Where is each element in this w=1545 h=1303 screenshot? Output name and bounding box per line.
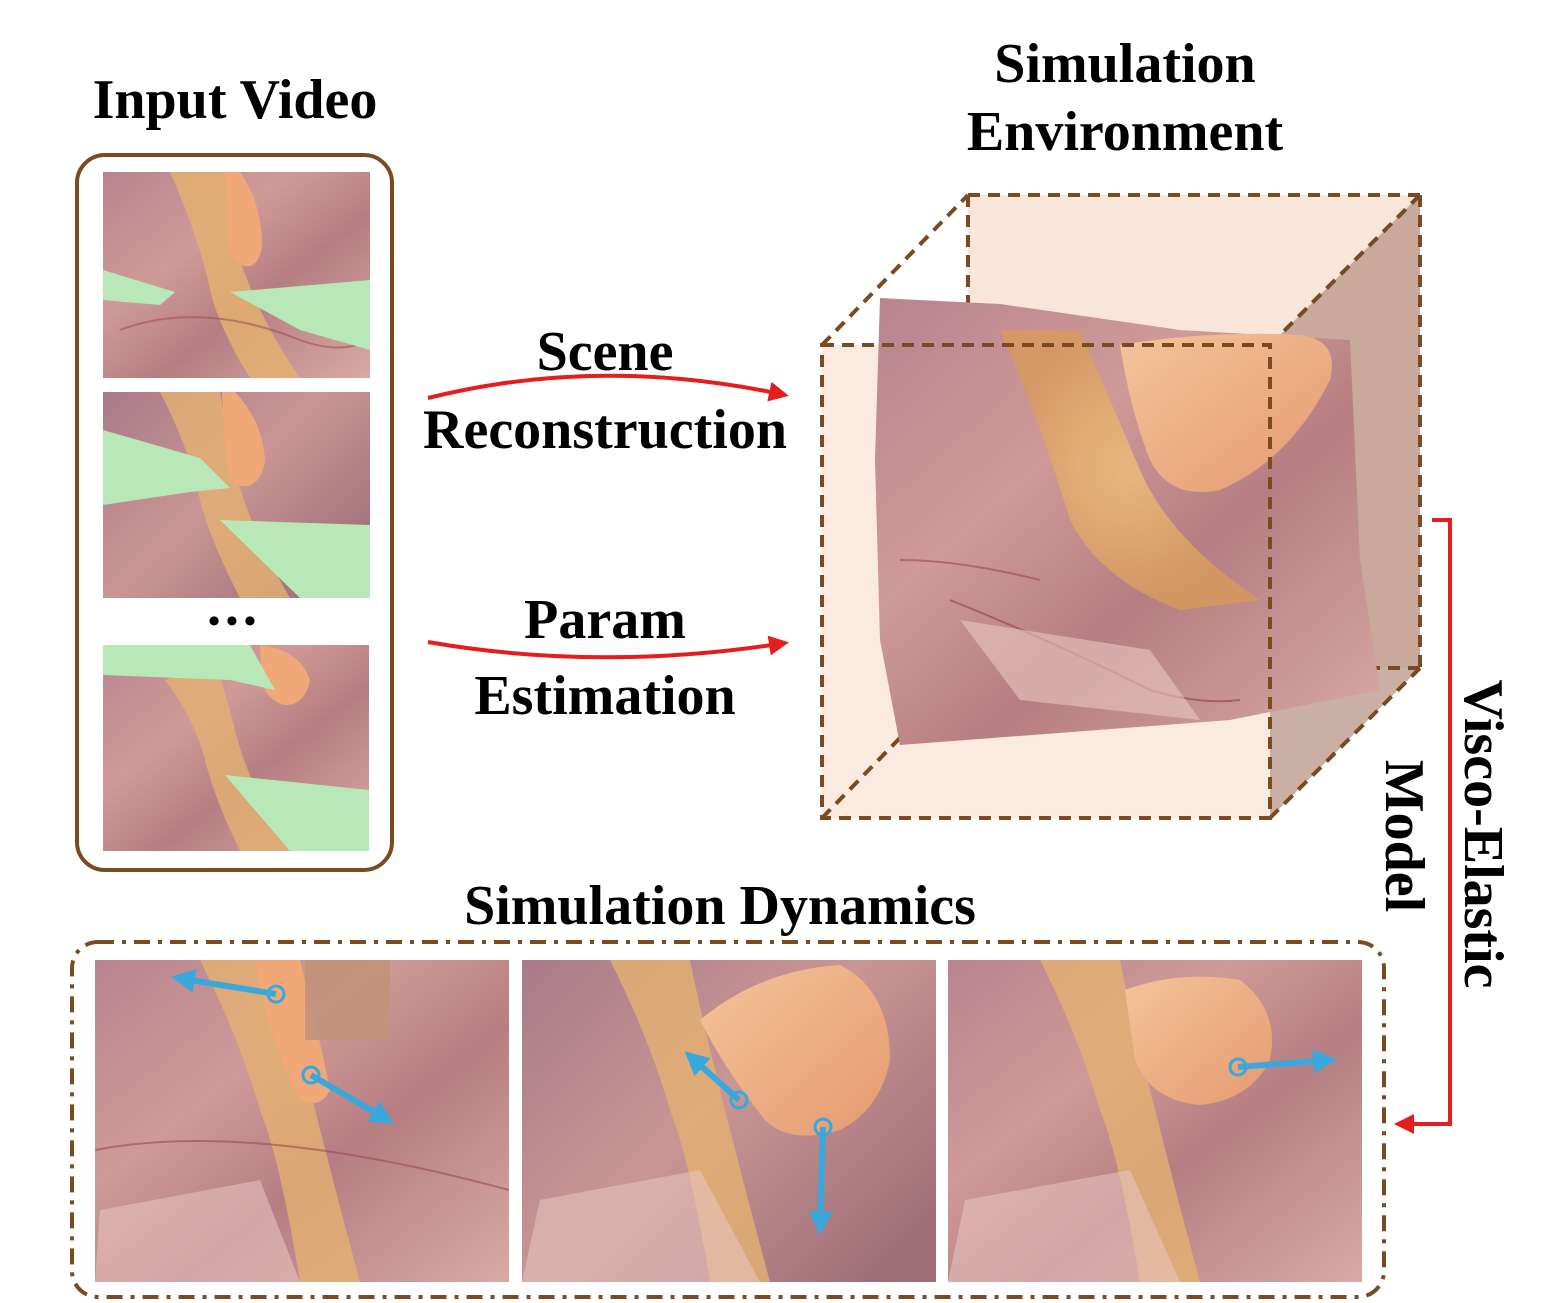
- simulation-environment-title-line1: Simulation: [994, 33, 1256, 95]
- scene-reconstruction-arrow: [427, 373, 789, 402]
- cube-front-face: [820, 343, 1272, 820]
- simulation-dynamics-frame-border: [70, 940, 1386, 1299]
- simulation-environment-title-line2: Environment: [966, 101, 1284, 163]
- scene-reconstruction-label-line2: Reconstruction: [423, 399, 787, 461]
- visco-elastic-model-arrow: [1394, 518, 1452, 1134]
- ellipsis: •••: [208, 603, 262, 640]
- param-estimation-label-line1: Param: [524, 589, 686, 651]
- reconstructed-tissue-mesh: [875, 298, 1380, 745]
- input-video-title: Input Video: [92, 69, 378, 131]
- param-estimation-arrow: [427, 635, 789, 660]
- input-frame-2: [103, 392, 370, 598]
- input-video-frame-border: [75, 153, 394, 872]
- scene-reconstruction-label-line1: Scene: [536, 321, 674, 383]
- input-frame-3: [103, 645, 369, 851]
- param-estimation-label-line2: Estimation: [474, 665, 736, 727]
- simulation-dynamics-title: Simulation Dynamics: [464, 875, 976, 937]
- input-frame-1: [103, 172, 370, 378]
- dynamics-frame-2: [522, 960, 936, 1282]
- dynamics-frame-1: [95, 960, 509, 1282]
- dynamics-frame-3: [948, 960, 1362, 1282]
